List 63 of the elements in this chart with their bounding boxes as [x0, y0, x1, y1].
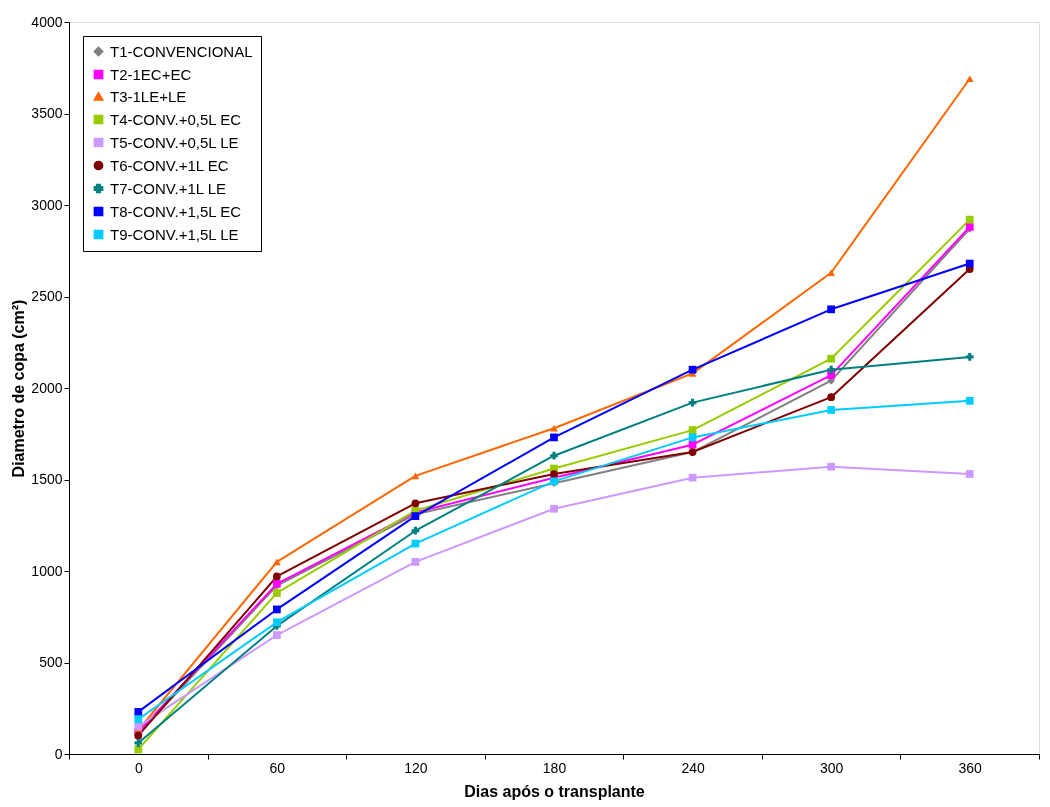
point	[272, 572, 281, 581]
x-tick-label: 120	[404, 759, 428, 776]
point	[965, 75, 974, 83]
point	[965, 396, 974, 405]
y-tick-label: 3500	[31, 105, 63, 121]
y-tick-label: 2000	[31, 379, 63, 396]
point	[272, 631, 281, 639]
point	[134, 708, 143, 716]
y-axis-title: Diametro de copa (cm²)	[10, 299, 28, 478]
legend-label: T3-1LE+LE	[110, 87, 187, 105]
legend-label: T7-CONV.+1L LE	[110, 179, 227, 197]
y-tick-label: 500	[39, 654, 63, 670]
point	[965, 215, 974, 224]
point	[827, 406, 836, 414]
point	[411, 499, 420, 508]
y-tick-label: 0	[54, 745, 63, 762]
point	[965, 470, 974, 478]
point	[550, 451, 558, 460]
point	[827, 269, 836, 277]
x-tick-label: 360	[958, 759, 983, 776]
point	[688, 365, 697, 374]
point	[965, 353, 974, 361]
point	[272, 618, 281, 627]
y-tick-label: 3000	[31, 196, 63, 213]
point	[134, 715, 143, 724]
legend-label: T1-CONVENCIONAL	[110, 42, 253, 60]
x-tick-label: 0	[134, 759, 143, 776]
point	[688, 398, 697, 407]
legend-label: T6-CONV.+1L EC	[110, 156, 229, 174]
point	[688, 426, 697, 434]
point	[411, 526, 420, 535]
point	[827, 462, 836, 471]
point	[272, 558, 281, 566]
y-tick-label: 2500	[31, 288, 63, 304]
point	[411, 472, 420, 480]
x-tick-label: 240	[681, 759, 705, 776]
point	[550, 504, 558, 513]
x-tick-label: 60	[269, 759, 286, 776]
point	[827, 393, 836, 402]
point	[272, 605, 281, 614]
point	[827, 365, 836, 374]
legend-label: T9-CONV.+1,5L LE	[110, 225, 239, 243]
y-tick-label: 1500	[31, 471, 63, 487]
x-axis-title: Dias após o transplante	[464, 782, 645, 800]
x-tick-label: 300	[819, 759, 844, 776]
legend-label: T2-1EC+EC	[110, 65, 192, 83]
point	[134, 722, 143, 731]
x-tick-label: 180	[542, 759, 567, 776]
point	[965, 259, 974, 268]
point	[272, 589, 281, 597]
point	[134, 739, 143, 747]
y-tick-label: 4000	[31, 13, 63, 30]
point	[827, 354, 836, 363]
point	[688, 473, 697, 482]
legend-label: T5-CONV.+0,5L LE	[110, 133, 239, 151]
point	[550, 424, 558, 432]
point	[550, 470, 558, 478]
legend-label: T4-CONV.+0,5L EC	[110, 110, 242, 128]
y-tick-label: 1000	[31, 562, 63, 579]
point	[411, 557, 420, 566]
point	[827, 305, 836, 314]
legend-label: T8-CONV.+1,5L EC	[110, 202, 242, 220]
point	[550, 433, 558, 442]
